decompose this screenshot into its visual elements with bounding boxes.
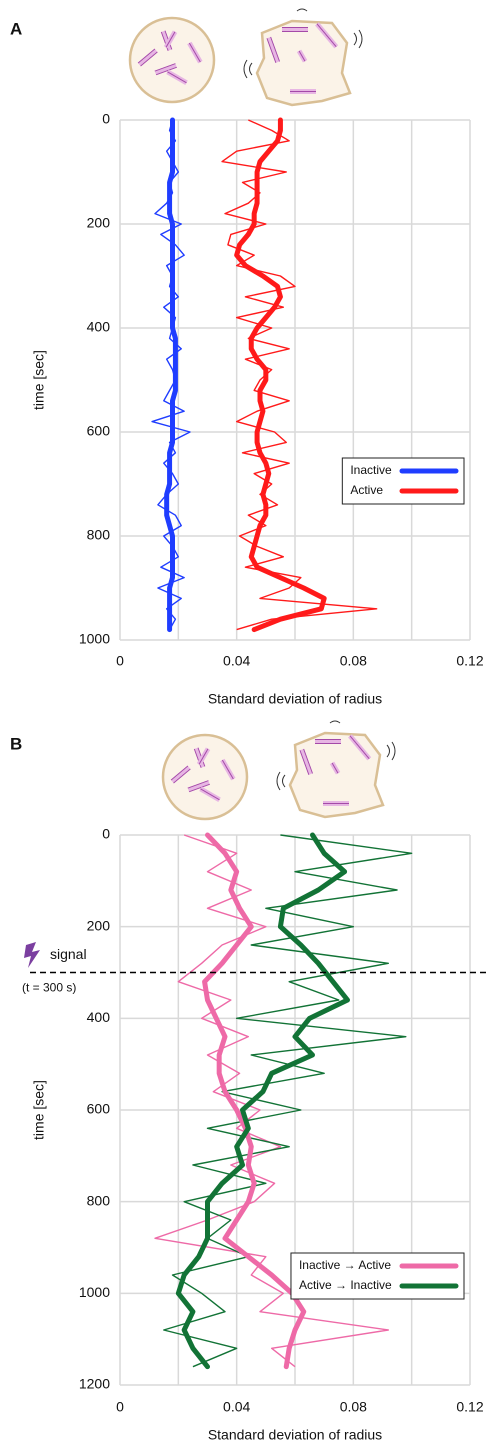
y-tick-label: 800 (87, 1192, 111, 1208)
x-tick-label: 0.04 (223, 1399, 250, 1415)
legend-label: Active (350, 483, 383, 497)
signal-note: (t = 300 s) (22, 981, 76, 995)
signal-label: signal (50, 946, 87, 962)
x-tick-label: 0.08 (340, 653, 367, 669)
x-tick-label: 0 (116, 653, 124, 669)
legend: Inactive Active (341, 457, 465, 505)
y-tick-label: 400 (87, 319, 111, 335)
legend-label: Active → Inactive (299, 1278, 392, 1292)
raw-trace (154, 834, 390, 1368)
y-tick-label: 0 (102, 826, 110, 842)
y-tick-label: 1200 (79, 1376, 110, 1392)
panel-label: A (10, 19, 22, 38)
x-tick-label: 0.04 (223, 653, 250, 669)
cell-inactive (161, 733, 249, 821)
signal-icon (24, 942, 40, 968)
legend-box (290, 1252, 465, 1300)
smoothed-trace (175, 832, 350, 1370)
y-axis-title: time [sec] (31, 350, 47, 410)
x-tick-label: 0 (116, 1399, 124, 1415)
x-tick-label: 0.12 (456, 1399, 483, 1415)
smoothed-trace (234, 117, 327, 633)
y-tick-label: 0 (102, 111, 110, 127)
cell-inactive (128, 16, 216, 104)
x-tick-label: 0.12 (456, 653, 483, 669)
y-tick-label: 200 (87, 215, 111, 231)
raw-trace (163, 834, 413, 1368)
y-tick-label: 1000 (79, 631, 110, 647)
panel-label: B (10, 734, 22, 753)
y-tick-label: 1000 (79, 1284, 110, 1300)
legend-label: Inactive (350, 463, 392, 477)
y-tick-label: 600 (87, 423, 111, 439)
y-tick-label: 600 (87, 1101, 111, 1117)
x-tick-label: 0.08 (340, 1399, 367, 1415)
legend: Inactive → Active Active → Inactive (290, 1252, 465, 1300)
x-axis-title: Standard deviation of radius (208, 1427, 382, 1443)
x-axis-title: Standard deviation of radius (208, 691, 382, 707)
cell-active (276, 720, 396, 819)
cell-active (243, 8, 363, 107)
legend-box (341, 457, 465, 505)
y-axis-title: time [sec] (31, 1080, 47, 1140)
y-tick-label: 400 (87, 1009, 111, 1025)
smoothed-trace (202, 832, 307, 1370)
smoothed-trace (164, 117, 178, 633)
legend-label: Inactive → Active (299, 1258, 391, 1272)
y-tick-label: 800 (87, 527, 111, 543)
y-tick-label: 200 (87, 917, 111, 933)
